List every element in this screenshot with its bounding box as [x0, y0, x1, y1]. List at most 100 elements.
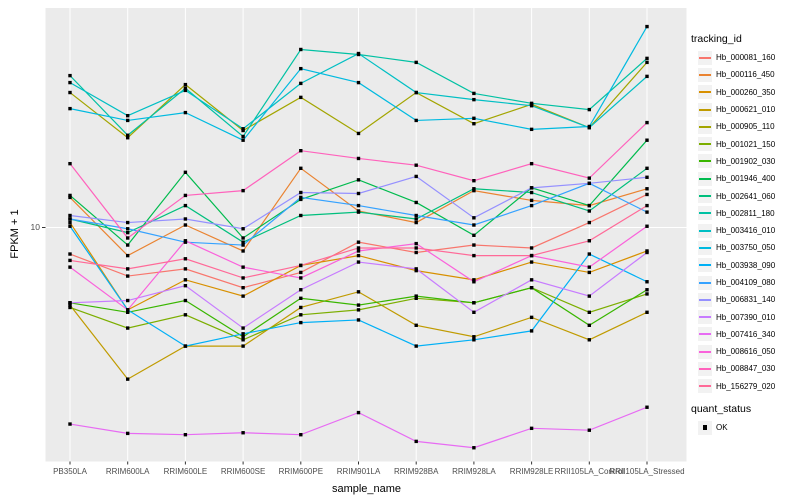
legend-item-Hb_002811_180: Hb_002811_180 — [698, 205, 799, 222]
data-point-marker — [414, 267, 418, 271]
data-point-marker — [472, 116, 476, 120]
data-point-marker — [299, 270, 303, 275]
data-point-marker — [68, 73, 72, 78]
data-point-marker — [414, 118, 418, 123]
data-point-marker — [68, 303, 72, 307]
data-point-marker — [183, 313, 188, 317]
data-point-marker — [299, 197, 303, 202]
legend-item-label: Hb_007390_010 — [716, 312, 776, 322]
data-point-marker — [645, 280, 649, 284]
legend-item-Hb_002641_060: Hb_002641_060 — [698, 187, 799, 204]
data-point-marker — [356, 410, 361, 415]
legend-items: Hb_000081_160 Hb_000116_450 Hb_000260_350 H… — [691, 49, 799, 395]
legend-item-Hb_003750_050: Hb_003750_050 — [698, 239, 799, 256]
legend-key-line-icon — [698, 189, 712, 204]
data-point-marker — [241, 134, 245, 139]
x-tick-label: RRIM901LA — [336, 467, 381, 476]
data-point-marker — [68, 161, 72, 166]
data-point-marker — [241, 344, 245, 348]
data-point-marker — [356, 210, 361, 214]
data-point-marker — [126, 236, 130, 240]
legend-item-Hb_008616_050: Hb_008616_050 — [698, 343, 799, 360]
data-point-marker — [241, 335, 245, 339]
data-point-marker — [241, 227, 245, 231]
legend-item-label: Hb_000260_350 — [716, 87, 776, 97]
data-point-marker — [183, 88, 188, 93]
data-point-marker — [183, 203, 188, 208]
data-point-marker — [645, 74, 649, 79]
data-point-marker — [183, 283, 188, 288]
data-point-marker — [241, 276, 245, 280]
data-point-marker — [587, 181, 591, 186]
legend-key-line-icon — [698, 102, 712, 117]
legend-title-quant-status: quant_status — [691, 402, 752, 415]
data-point-marker — [356, 318, 361, 322]
legend-item-Hb_000116_450: Hb_000116_450 — [698, 66, 799, 83]
data-point-marker — [126, 220, 130, 225]
legend-key-line-icon — [698, 361, 712, 376]
data-point-marker — [299, 149, 303, 153]
data-point-marker — [529, 329, 534, 333]
data-point-marker — [414, 213, 418, 218]
data-point-marker — [529, 161, 534, 166]
data-point-marker — [68, 422, 72, 426]
data-point-marker — [414, 90, 418, 95]
legend-item-label: OK — [716, 423, 728, 433]
data-point-marker — [472, 310, 476, 315]
quant-ok-key-icon — [698, 420, 712, 435]
x-tick-label: RRIM600LA — [105, 467, 150, 476]
data-point-marker — [414, 294, 418, 298]
data-point-marker — [126, 308, 130, 312]
legend-key-line-icon — [698, 119, 712, 134]
legend-item-label: Hb_000905_110 — [716, 122, 775, 132]
data-point-marker — [645, 120, 649, 125]
data-point-marker — [68, 220, 72, 225]
data-point-marker — [241, 188, 245, 193]
data-point-marker — [472, 301, 476, 305]
legend-key-line-icon — [698, 258, 712, 273]
data-point-marker — [645, 138, 649, 142]
data-point-marker — [68, 265, 72, 269]
data-point-marker — [68, 224, 72, 228]
data-point-marker — [241, 128, 245, 133]
data-point-marker — [68, 258, 72, 263]
data-point-marker — [529, 278, 534, 282]
legend-key-line-icon — [698, 67, 712, 82]
data-point-marker — [126, 326, 130, 330]
data-point-marker — [183, 257, 188, 261]
data-point-marker — [241, 294, 245, 298]
data-point-marker — [126, 118, 130, 123]
data-point-marker — [183, 239, 188, 243]
data-point-marker — [356, 191, 361, 196]
legend-item-Hb_003416_010: Hb_003416_010 — [698, 222, 799, 239]
data-point-marker — [356, 246, 361, 250]
legend-key-line-icon — [698, 240, 712, 255]
point-markers — [68, 24, 649, 450]
data-point-marker — [356, 51, 361, 56]
data-point-marker — [414, 217, 418, 221]
axis-ticks — [42, 227, 648, 465]
data-point-marker — [356, 249, 361, 253]
data-point-marker — [645, 166, 649, 171]
legend-title-tracking-id: tracking_id — [691, 33, 742, 45]
x-tick-label: RRII105LA_Control — [554, 467, 624, 476]
data-point-marker — [299, 190, 303, 195]
data-point-marker — [414, 250, 418, 255]
legend-item-label: Hb_156279_020 — [716, 381, 776, 391]
data-point-marker — [183, 298, 188, 303]
data-point-marker — [299, 276, 303, 280]
x-axis-tick-labels: PB350LA RRIM600LA RRIM600LE RRIM600SE RRIM60… — [0, 467, 800, 479]
data-point-marker — [356, 253, 361, 258]
data-point-marker — [529, 127, 534, 132]
data-point-marker — [241, 286, 245, 290]
data-point-marker — [587, 294, 591, 298]
data-point-marker — [587, 310, 591, 315]
data-point-marker — [241, 326, 245, 330]
data-point-marker — [68, 106, 72, 111]
data-point-marker — [183, 344, 188, 348]
data-point-marker — [529, 101, 534, 106]
data-point-marker — [414, 241, 418, 246]
data-point-marker — [414, 200, 418, 205]
legend-item-Hb_001946_400: Hb_001946_400 — [698, 170, 799, 187]
x-tick-label: RRIM928LE — [509, 467, 554, 476]
